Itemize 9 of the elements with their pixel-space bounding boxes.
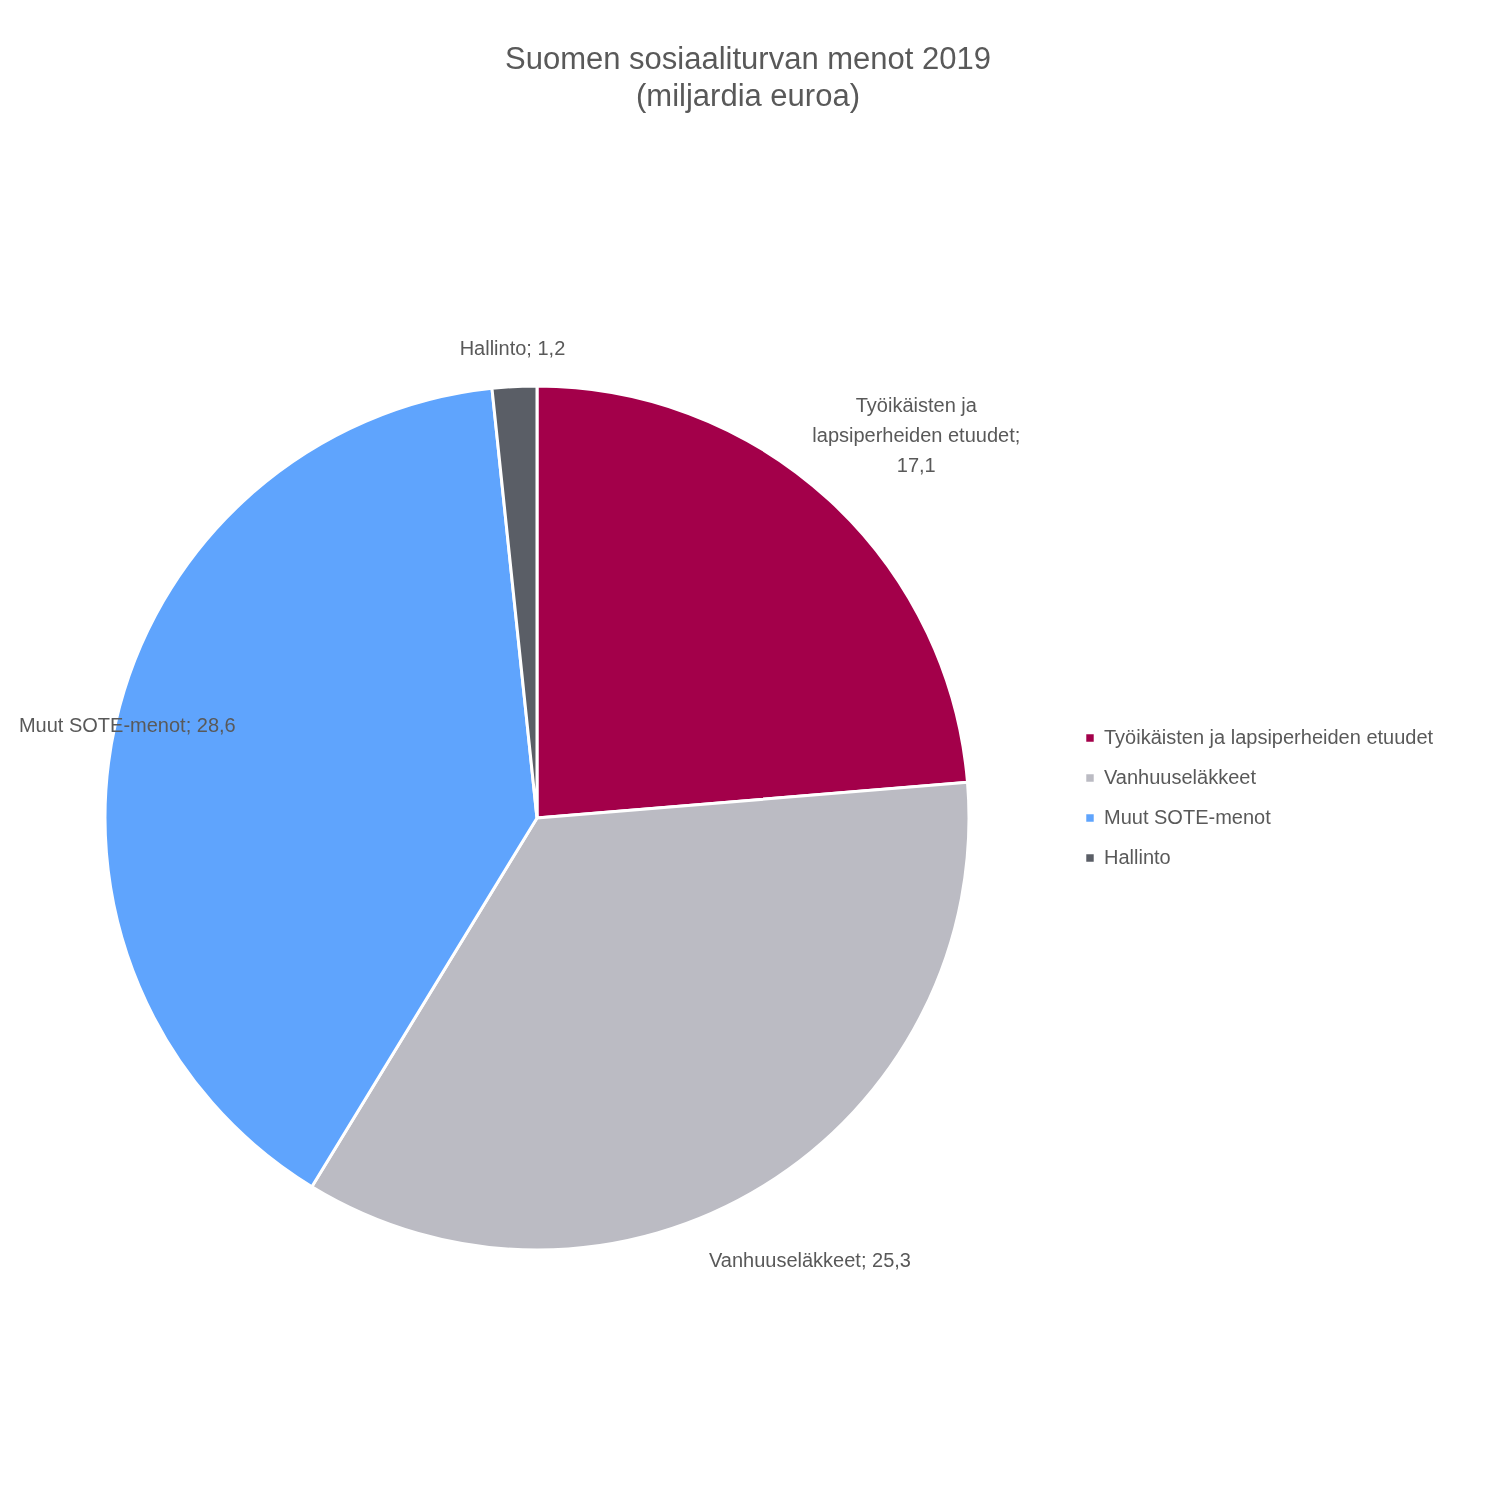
data-label: Hallinto; 1,2: [459, 336, 566, 359]
legend-label: Muut SOTE-menot: [1104, 806, 1272, 828]
legend-label: Vanhuuseläkkeet: [1104, 766, 1257, 788]
data-label: Työikäisten ja lapsiperheiden etuudet; 17,1: [812, 393, 1021, 476]
data-label: Vanhuuseläkkeet; 25,3: [708, 1248, 911, 1271]
chart-subtitle: (miljardia euroa): [636, 78, 860, 113]
legend-label: Työikäisten ja lapsiperheiden etuudet: [1104, 726, 1434, 748]
chart-title: Suomen sosiaaliturvan menot 2019: [505, 41, 991, 76]
legend-label: Hallinto: [1104, 846, 1171, 868]
